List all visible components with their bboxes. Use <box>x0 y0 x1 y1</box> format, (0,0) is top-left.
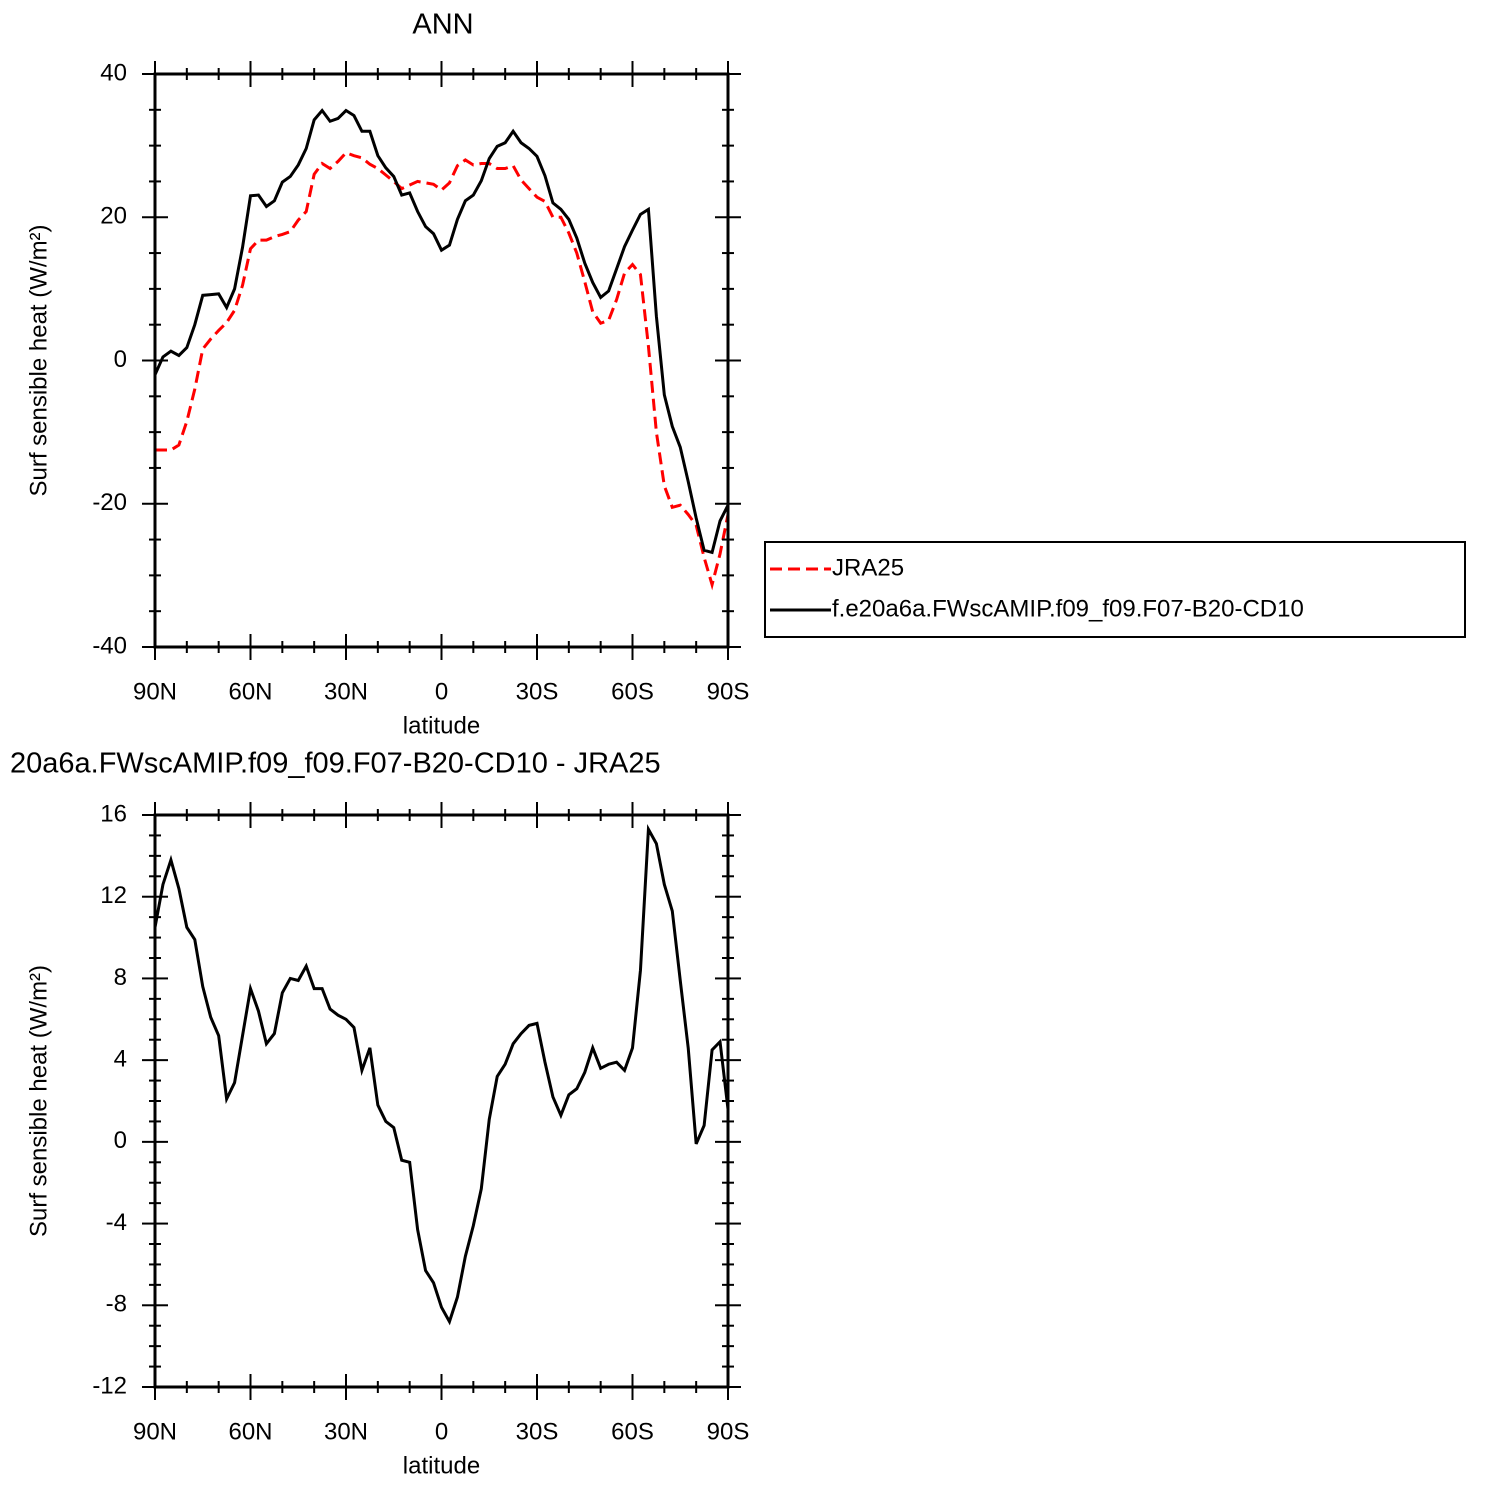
x-tick-label: 30N <box>324 678 368 705</box>
y-tick-label: 20 <box>100 203 127 230</box>
data-line <box>155 151 728 591</box>
y-tick-label: 16 <box>100 800 127 827</box>
y-tick-label: 4 <box>114 1045 127 1072</box>
x-tick-label: 60N <box>228 678 272 705</box>
y-tick-label: -40 <box>92 632 127 659</box>
y-tick-label: 8 <box>114 964 127 991</box>
x-axis-label: latitude <box>403 1452 480 1479</box>
y-tick-label: -4 <box>106 1209 127 1236</box>
x-tick-label: 90S <box>707 1418 750 1445</box>
data-line <box>155 108 728 555</box>
x-tick-label: 60S <box>611 1418 654 1445</box>
x-tick-label: 60N <box>228 1418 272 1445</box>
x-tick-label: 30N <box>324 1418 368 1445</box>
x-tick-label: 0 <box>435 678 448 705</box>
x-tick-label: 60S <box>611 678 654 705</box>
plot-frame <box>153 813 730 1389</box>
x-axis-label: latitude <box>403 712 480 739</box>
legend-label: f.e20a6a.FWscAMIP.f09_f09.F07-B20-CD10 <box>832 595 1304 622</box>
y-axis-label: Surf sensible heat (W/m²) <box>25 224 52 496</box>
x-tick-label: 0 <box>435 1418 448 1445</box>
y-tick-label: -8 <box>106 1291 127 1318</box>
data-line <box>155 824 728 1326</box>
chart-title: 20a6a.FWscAMIP.f09_f09.F07-B20-CD10 - JR… <box>10 748 661 780</box>
legend-label: JRA25 <box>832 554 904 581</box>
x-tick-label: 90N <box>133 678 177 705</box>
x-tick-label: 30S <box>516 678 559 705</box>
y-tick-label: 40 <box>100 59 127 86</box>
y-tick-label: 0 <box>114 1127 127 1154</box>
legend-box <box>764 541 1466 638</box>
y-tick-label: -12 <box>92 1372 127 1399</box>
plot-frame <box>153 72 730 649</box>
y-tick-label: 0 <box>114 346 127 373</box>
x-tick-label: 90N <box>133 1418 177 1445</box>
x-tick-label: 90S <box>707 678 750 705</box>
x-tick-label: 30S <box>516 1418 559 1445</box>
chart-title: ANN <box>412 9 473 41</box>
y-tick-label: 12 <box>100 882 127 909</box>
y-tick-label: -20 <box>92 489 127 516</box>
y-axis-label: Surf sensible heat (W/m²) <box>25 965 52 1237</box>
